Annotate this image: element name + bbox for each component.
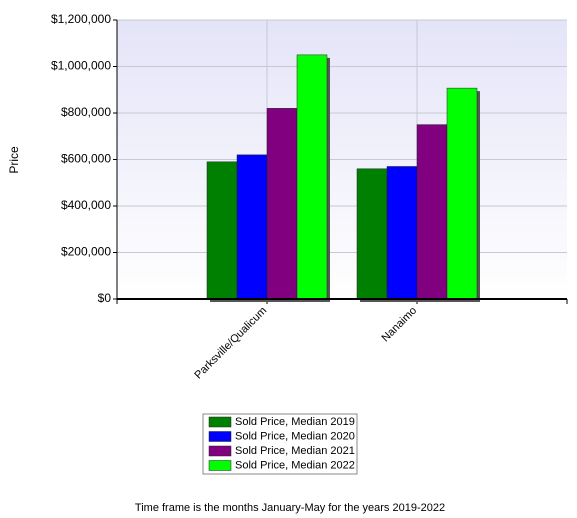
legend-swatch (208, 416, 232, 428)
legend-label: Sold Price, Median 2022 (235, 459, 355, 471)
bar (416, 124, 448, 300)
y-tick-label: $1,000,000 (51, 59, 111, 73)
bar (266, 108, 298, 300)
y-tick-label: $400,000 (61, 198, 111, 212)
bar (446, 87, 478, 300)
bar (236, 154, 268, 300)
legend-label: Sold Price, Median 2021 (235, 445, 355, 457)
y-tick-label: $600,000 (61, 152, 111, 166)
x-tick-label: Parksville/Qualicum (192, 305, 269, 382)
bar (356, 168, 388, 300)
y-tick-label: $1,200,000 (51, 12, 111, 26)
y-axis-label: Price (7, 146, 21, 174)
x-tick-label: Nanaimo (380, 305, 420, 345)
legend-swatch (208, 445, 232, 457)
y-tick-label: $800,000 (61, 105, 111, 119)
bar (296, 54, 328, 300)
legend-label: Sold Price, Median 2019 (235, 416, 355, 428)
footnote: Time frame is the months January-May for… (135, 502, 445, 514)
legend-swatch (208, 431, 232, 442)
y-tick-label: $200,000 (61, 245, 111, 259)
bar (206, 161, 238, 300)
legend-swatch (208, 460, 232, 471)
legend-label: Sold Price, Median 2020 (235, 430, 355, 442)
y-tick-label: $0 (98, 291, 112, 305)
bar (386, 166, 418, 300)
